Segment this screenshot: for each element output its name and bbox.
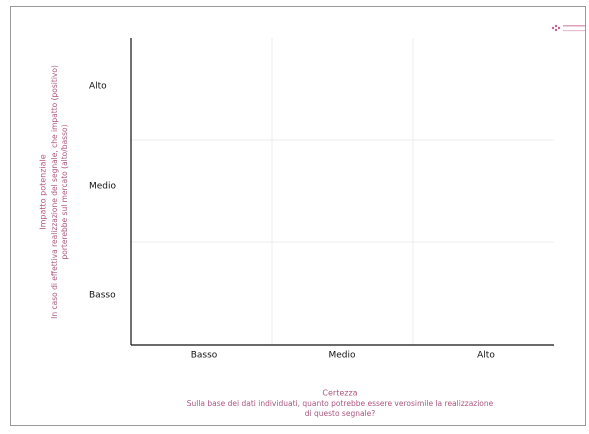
y-axis-subtitle: In caso di effettiva realizzazione del s…: [50, 65, 59, 319]
y-level: Basso: [89, 291, 116, 301]
x-axis-subtitle: Sulla base dei dati individuati, quanto …: [187, 399, 494, 408]
x-level: Medio: [328, 351, 356, 361]
y-axis-title: Impatto potenziale: [39, 154, 48, 229]
grid: [131, 38, 554, 345]
slide-border: [10, 6, 586, 426]
y-axis-subtitle: porterebbe sul mercato (alto/basso): [60, 124, 69, 259]
x-level: Basso: [191, 351, 218, 361]
x-level: Alto: [477, 351, 495, 361]
x-axis-subtitle: di questo segnale?: [305, 409, 376, 418]
y-level: Medio: [89, 182, 117, 192]
x-axis-title: Certezza: [322, 389, 357, 398]
logo: [551, 24, 585, 32]
y-level: Alto: [89, 82, 107, 92]
